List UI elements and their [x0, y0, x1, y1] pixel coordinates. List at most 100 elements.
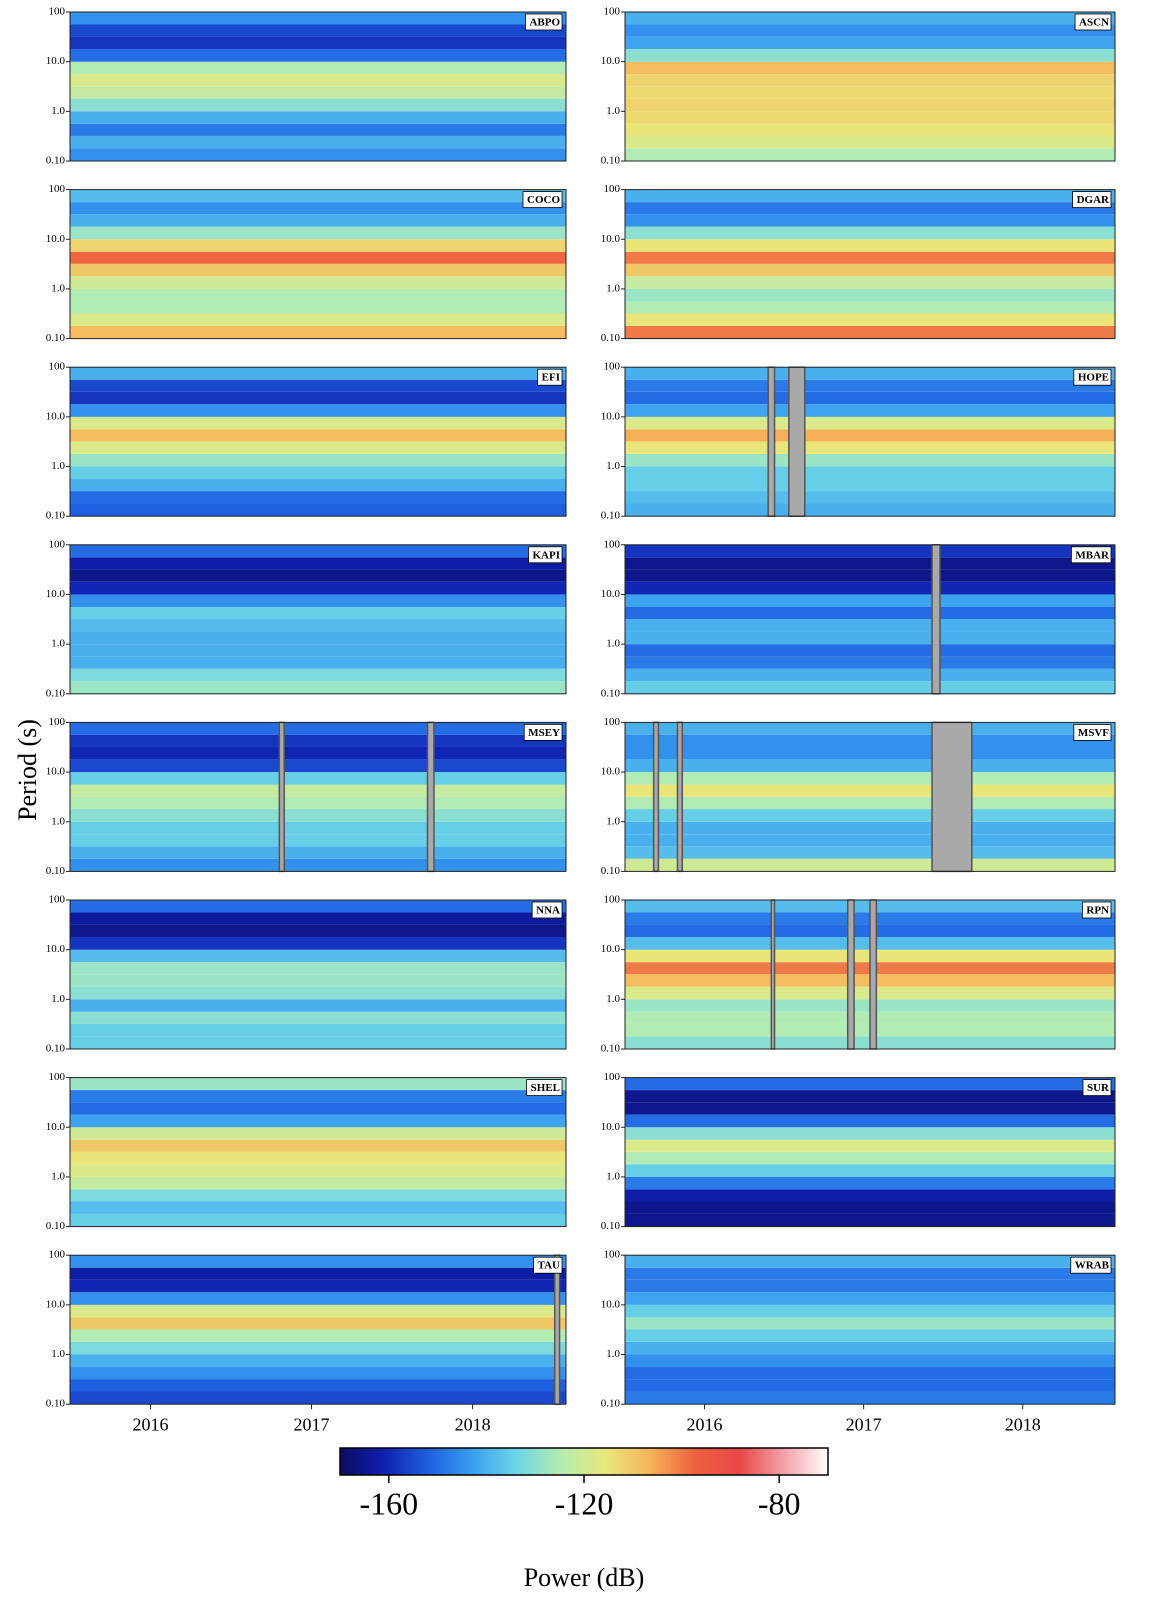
power-band — [70, 124, 566, 136]
y-tick-label: 100 — [49, 183, 66, 195]
panel: 0.101.010.0100NNA — [46, 894, 566, 1055]
power-band — [70, 797, 566, 809]
power-band — [625, 607, 1115, 619]
power-band — [70, 644, 566, 657]
y-tick-label: 10.0 — [46, 1121, 66, 1133]
y-tick-label: 0.10 — [601, 1043, 621, 1055]
data-gap — [932, 722, 972, 871]
power-band — [70, 136, 566, 148]
y-tick-label: 10.0 — [46, 1298, 66, 1310]
y-tick-label: 10.0 — [601, 233, 621, 245]
data-gap — [678, 722, 683, 871]
power-band — [70, 1355, 566, 1368]
power-band — [625, 1367, 1115, 1379]
power-band — [70, 569, 566, 581]
data-gap — [932, 545, 940, 694]
y-tick-label: 100 — [49, 716, 66, 728]
y-tick-label: 100 — [604, 538, 621, 550]
power-band — [70, 950, 566, 963]
y-tick-label: 1.0 — [51, 638, 65, 650]
y-tick-label: 0.10 — [601, 1398, 621, 1410]
power-band — [70, 227, 566, 240]
y-tick-label: 100 — [49, 1071, 66, 1083]
colorbar-tick-label: -80 — [758, 1485, 801, 1521]
power-band — [70, 1024, 566, 1036]
panel: 0.101.010.0100ASCN — [601, 6, 1115, 167]
power-band — [70, 1342, 566, 1355]
power-band — [70, 239, 566, 252]
power-band — [625, 735, 1115, 747]
panel: 0.101.010.0100EFI — [46, 361, 566, 522]
power-band — [625, 557, 1115, 569]
station-label: TAU — [538, 1260, 560, 1272]
y-tick-label: 10.0 — [601, 410, 621, 422]
power-band — [70, 545, 566, 558]
y-tick-label: 1.0 — [51, 993, 65, 1005]
power-band — [625, 797, 1115, 809]
x-tick-label: 2017 — [846, 1414, 882, 1434]
power-band — [70, 314, 566, 326]
x-tick-label: 2016 — [687, 1414, 723, 1434]
power-band — [70, 722, 566, 735]
power-band — [625, 214, 1115, 226]
power-band — [625, 148, 1115, 161]
power-band — [625, 1090, 1115, 1102]
y-tick-label: 1.0 — [51, 1348, 65, 1360]
power-band — [625, 74, 1115, 86]
y-tick-label: 10.0 — [601, 766, 621, 778]
y-tick-label: 0.10 — [46, 510, 66, 522]
y-tick-label: 100 — [49, 538, 66, 550]
power-band — [70, 735, 566, 747]
station-label: SUR — [1087, 1082, 1110, 1094]
y-tick-label: 1.0 — [51, 1170, 65, 1182]
power-band — [70, 582, 566, 595]
power-band — [625, 1177, 1115, 1190]
y-tick-label: 100 — [49, 361, 66, 373]
power-band — [625, 1329, 1115, 1341]
station-label: ABPO — [529, 17, 560, 29]
panel: 0.101.010.0100MBAR — [601, 538, 1115, 699]
power-band — [70, 974, 566, 986]
power-band — [625, 99, 1115, 112]
power-band — [625, 1140, 1115, 1152]
power-band — [625, 392, 1115, 404]
power-band — [625, 1127, 1115, 1140]
y-tick-label: 100 — [604, 716, 621, 728]
y-tick-label: 1.0 — [606, 1348, 620, 1360]
y-tick-label: 0.10 — [601, 155, 621, 167]
colorbar-tick-label: -120 — [555, 1485, 614, 1521]
power-band — [70, 834, 566, 846]
power-band — [70, 913, 566, 925]
power-band — [625, 1102, 1115, 1114]
y-tick-label: 0.10 — [46, 687, 66, 699]
data-gap — [428, 722, 434, 871]
panel: 0.101.010.0100KAPI — [46, 538, 566, 699]
power-band — [70, 619, 566, 631]
power-band — [70, 380, 566, 392]
data-gap — [654, 722, 659, 871]
data-gap — [789, 367, 805, 516]
data-gap — [279, 722, 284, 871]
power-band — [625, 834, 1115, 846]
power-band — [625, 1317, 1115, 1329]
x-tick-label: 2016 — [133, 1414, 169, 1434]
power-band — [625, 594, 1115, 607]
power-band — [625, 252, 1115, 264]
power-band — [625, 631, 1115, 644]
power-band — [70, 1317, 566, 1329]
power-band — [70, 25, 566, 37]
power-band — [70, 1329, 566, 1341]
y-tick-label: 10.0 — [46, 233, 66, 245]
power-band — [70, 1152, 566, 1164]
power-band — [625, 25, 1115, 37]
power-band — [625, 12, 1115, 25]
power-band — [625, 846, 1115, 858]
power-band — [70, 264, 566, 276]
y-tick-label: 1.0 — [606, 638, 620, 650]
y-tick-label: 0.10 — [601, 687, 621, 699]
y-tick-label: 0.10 — [46, 155, 66, 167]
power-band — [70, 467, 566, 480]
power-band — [70, 846, 566, 858]
station-label: MBAR — [1075, 549, 1110, 561]
